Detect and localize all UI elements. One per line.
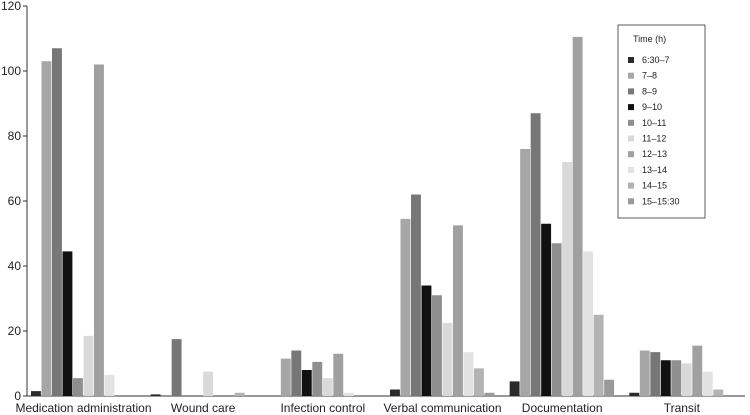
x-tick-label: Wound care [171,401,236,415]
x-tick-label: Verbal communication [383,401,501,415]
legend-title: Time (h) [633,34,666,44]
bar [484,392,495,396]
bar [52,48,62,396]
bar [31,391,41,397]
legend-label: 13–14 [642,165,667,175]
bar [541,223,552,396]
x-tick-label: Infection control [280,401,365,415]
bar [62,251,73,397]
legend-swatch [628,104,634,111]
bar [604,379,615,396]
bar [41,61,52,396]
bar [421,285,432,396]
bar [639,350,650,396]
bar [474,368,484,397]
bar [463,352,474,397]
legend-label: 6:30–7 [642,55,670,65]
bar [681,363,692,396]
x-tick-label: Medication administration [15,401,151,415]
legend-swatch [628,135,634,142]
x-axis: Medication administration Wound care Infec… [15,395,745,415]
bar [312,361,323,397]
legend: Time (h) 6:30–7 7–8 8–9 9–10 10–11 11–12 12–13… [617,24,706,219]
bar [171,339,182,397]
bar [73,378,83,397]
bar [583,251,594,397]
legend-swatch [628,119,634,126]
legend-swatch [628,72,634,79]
bar [333,353,344,396]
legend-swatch [628,88,634,95]
bar [322,378,333,397]
x-tick-label: Transit [664,401,701,415]
legend-swatch [628,57,634,63]
y-tick-label: 100 [1,64,21,78]
bar [713,389,724,396]
legend-label: 9–10 [642,102,662,112]
y-tick-label: 60 [8,194,22,208]
legend-label: 10–11 [642,118,666,128]
bar [520,149,531,396]
bar [411,194,421,396]
bar [432,295,442,396]
bar [650,352,661,397]
legend-label: 12–13 [642,149,667,159]
bar [280,358,291,397]
bar [692,345,703,397]
bar [629,392,640,396]
legend-label: 14–15 [642,181,667,191]
bar [671,360,682,396]
bar [390,389,400,396]
y-tick-label: 20 [8,324,22,338]
bar [509,381,520,397]
y-tick-label: 0 [14,389,21,403]
bar [551,243,562,396]
bar [530,113,541,396]
bar [562,162,573,396]
bar [572,36,583,397]
bar [702,371,713,397]
bar [94,64,104,396]
y-axis: 0 20 40 60 80 100 120 [1,0,28,403]
legend-swatch [628,198,634,205]
legend-label: 8–9 [642,86,657,96]
bar [291,350,302,396]
x-tick-label: Documentation [522,401,603,415]
legend-swatch [628,166,634,173]
bar [301,370,312,396]
legend-label: 15–15:30 [642,196,680,206]
bar [150,394,161,397]
bar [203,371,214,397]
y-tick-label: 80 [8,129,22,143]
bar [442,322,453,397]
bar [593,314,604,396]
y-tick-label: 120 [1,0,21,13]
bar [83,335,94,397]
bar [453,225,463,397]
bars [31,36,724,397]
bar [234,392,245,396]
legend-swatch [628,151,634,158]
legend-label: 7–8 [642,71,657,81]
bar [343,392,354,396]
legend-swatch [628,182,634,189]
legend-label: 11–12 [642,134,666,144]
y-tick-label: 40 [8,259,22,273]
bar [400,218,411,397]
bar [104,374,115,397]
bar [660,360,671,396]
